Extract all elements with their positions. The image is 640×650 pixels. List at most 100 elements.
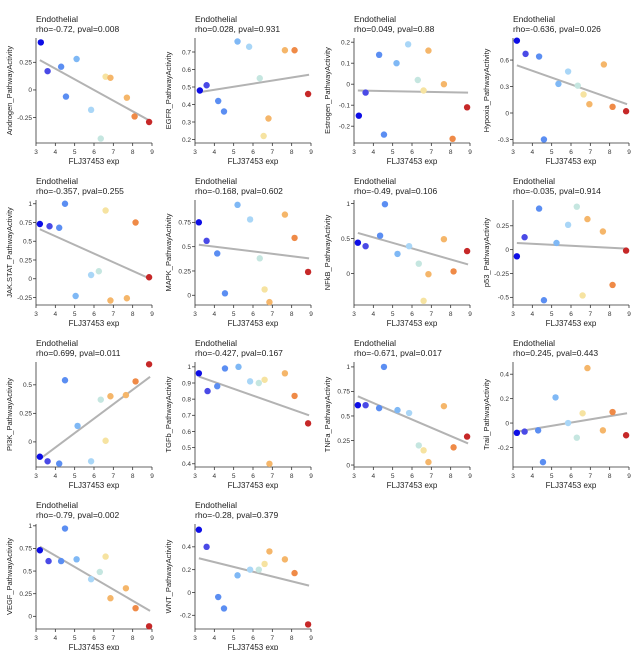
x-tick-label: 9 [627,149,631,156]
data-point [57,557,65,565]
x-tick-label: 5 [73,635,77,642]
x-tick-label: 5 [232,149,236,156]
data-point [609,408,616,416]
data-point [375,404,383,412]
data-point [265,115,272,122]
data-point [599,228,607,235]
panel-subtitle: rho=-0.49, pval=0.106 [354,186,437,196]
data-point [122,585,130,592]
x-tick-label: 7 [271,473,275,480]
x-tick-label: 3 [193,311,197,318]
data-point [245,43,253,50]
x-tick-label: 6 [92,311,96,318]
data-point [362,401,369,409]
data-point [564,419,572,427]
data-point [214,250,221,257]
data-point [354,239,362,246]
data-point [203,237,210,245]
data-point [375,51,383,58]
data-point [564,221,572,229]
y-tick-label: 0.7 [182,49,191,56]
x-tick-label: 7 [271,311,275,318]
data-point [291,392,298,400]
data-point [521,428,528,435]
data-point [234,38,241,45]
panel-subtitle: rho=-0.671, pval=0.017 [354,348,442,358]
y-tick-label: 0 [505,110,509,117]
x-tick-label: 5 [550,311,554,318]
panel-subtitle: rho=-0.427, pval=0.167 [195,348,283,358]
x-tick-label: 9 [309,149,313,156]
y-axis-label: VEGF_PathwayActivity [5,538,14,615]
x-tick-label: 8 [131,473,135,480]
data-point [291,47,298,54]
data-point [609,103,616,111]
regression-line [357,231,469,266]
x-tick-label: 5 [73,311,77,318]
x-tick-label: 7 [589,311,593,318]
x-tick-label: 8 [131,635,135,642]
x-tick-label: 5 [73,473,77,480]
x-tick-label: 4 [531,473,535,480]
data-point [552,394,559,401]
data-point [102,553,109,560]
y-tick-label: -0.2 [180,613,192,620]
panel-subtitle: rho=-0.168, pval=0.602 [195,186,283,196]
data-point [266,548,273,555]
data-point [355,112,363,119]
y-tick-label: 0.5 [182,84,191,91]
data-point [405,243,413,250]
x-tick-label: 5 [232,635,236,642]
data-point [580,91,587,98]
panel-subtitle: rho=0.049, pval=0.88 [354,24,435,34]
y-tick-label: 1 [28,523,32,530]
y-tick-label: 1 [346,364,350,371]
y-tick-label: 0.8 [182,396,191,403]
data-point [404,41,412,48]
y-tick-label: 0.5 [182,244,191,251]
y-tick-label: 0.75 [337,389,350,396]
x-tick-label: 6 [410,473,414,480]
y-tick-label: 0.5 [23,239,32,246]
x-tick-label: 4 [213,311,217,318]
y-tick-label: -0.2 [498,445,510,452]
x-axis-label: FLJ37453 exp [69,157,120,166]
data-point [87,576,95,583]
x-tick-label: 7 [589,149,593,156]
panel-title: Endothelial [513,14,555,24]
data-point [304,420,312,427]
x-tick-label: 7 [271,635,275,642]
panel-title: Endothelial [513,338,555,348]
x-tick-label: 6 [92,473,96,480]
x-tick-label: 4 [54,311,58,318]
y-tick-label: 0.2 [341,40,350,47]
data-point [261,560,268,568]
data-point [256,75,263,82]
x-axis-label: FLJ37453 exp [546,481,597,490]
x-tick-label: 9 [309,311,313,318]
data-point [449,135,456,142]
data-point [573,203,580,210]
data-point [235,363,242,371]
y-tick-label: 0.5 [341,236,350,243]
x-tick-label: 4 [372,311,376,318]
regression-line [39,228,151,280]
data-point [450,268,457,275]
x-tick-label: 8 [608,311,612,318]
panel-subtitle: rho=-0.357, pval=0.255 [36,186,124,196]
x-tick-label: 3 [34,473,38,480]
x-tick-label: 6 [410,149,414,156]
y-tick-label: 0 [28,614,32,621]
data-point [256,255,263,262]
data-point [513,429,521,437]
panel-subtitle: rho=0.028, pval=0.931 [195,24,280,34]
data-point [204,387,211,395]
x-axis-label: FLJ37453 exp [228,157,279,166]
x-tick-label: 3 [193,149,197,156]
data-point [132,378,139,385]
data-point [246,378,254,385]
